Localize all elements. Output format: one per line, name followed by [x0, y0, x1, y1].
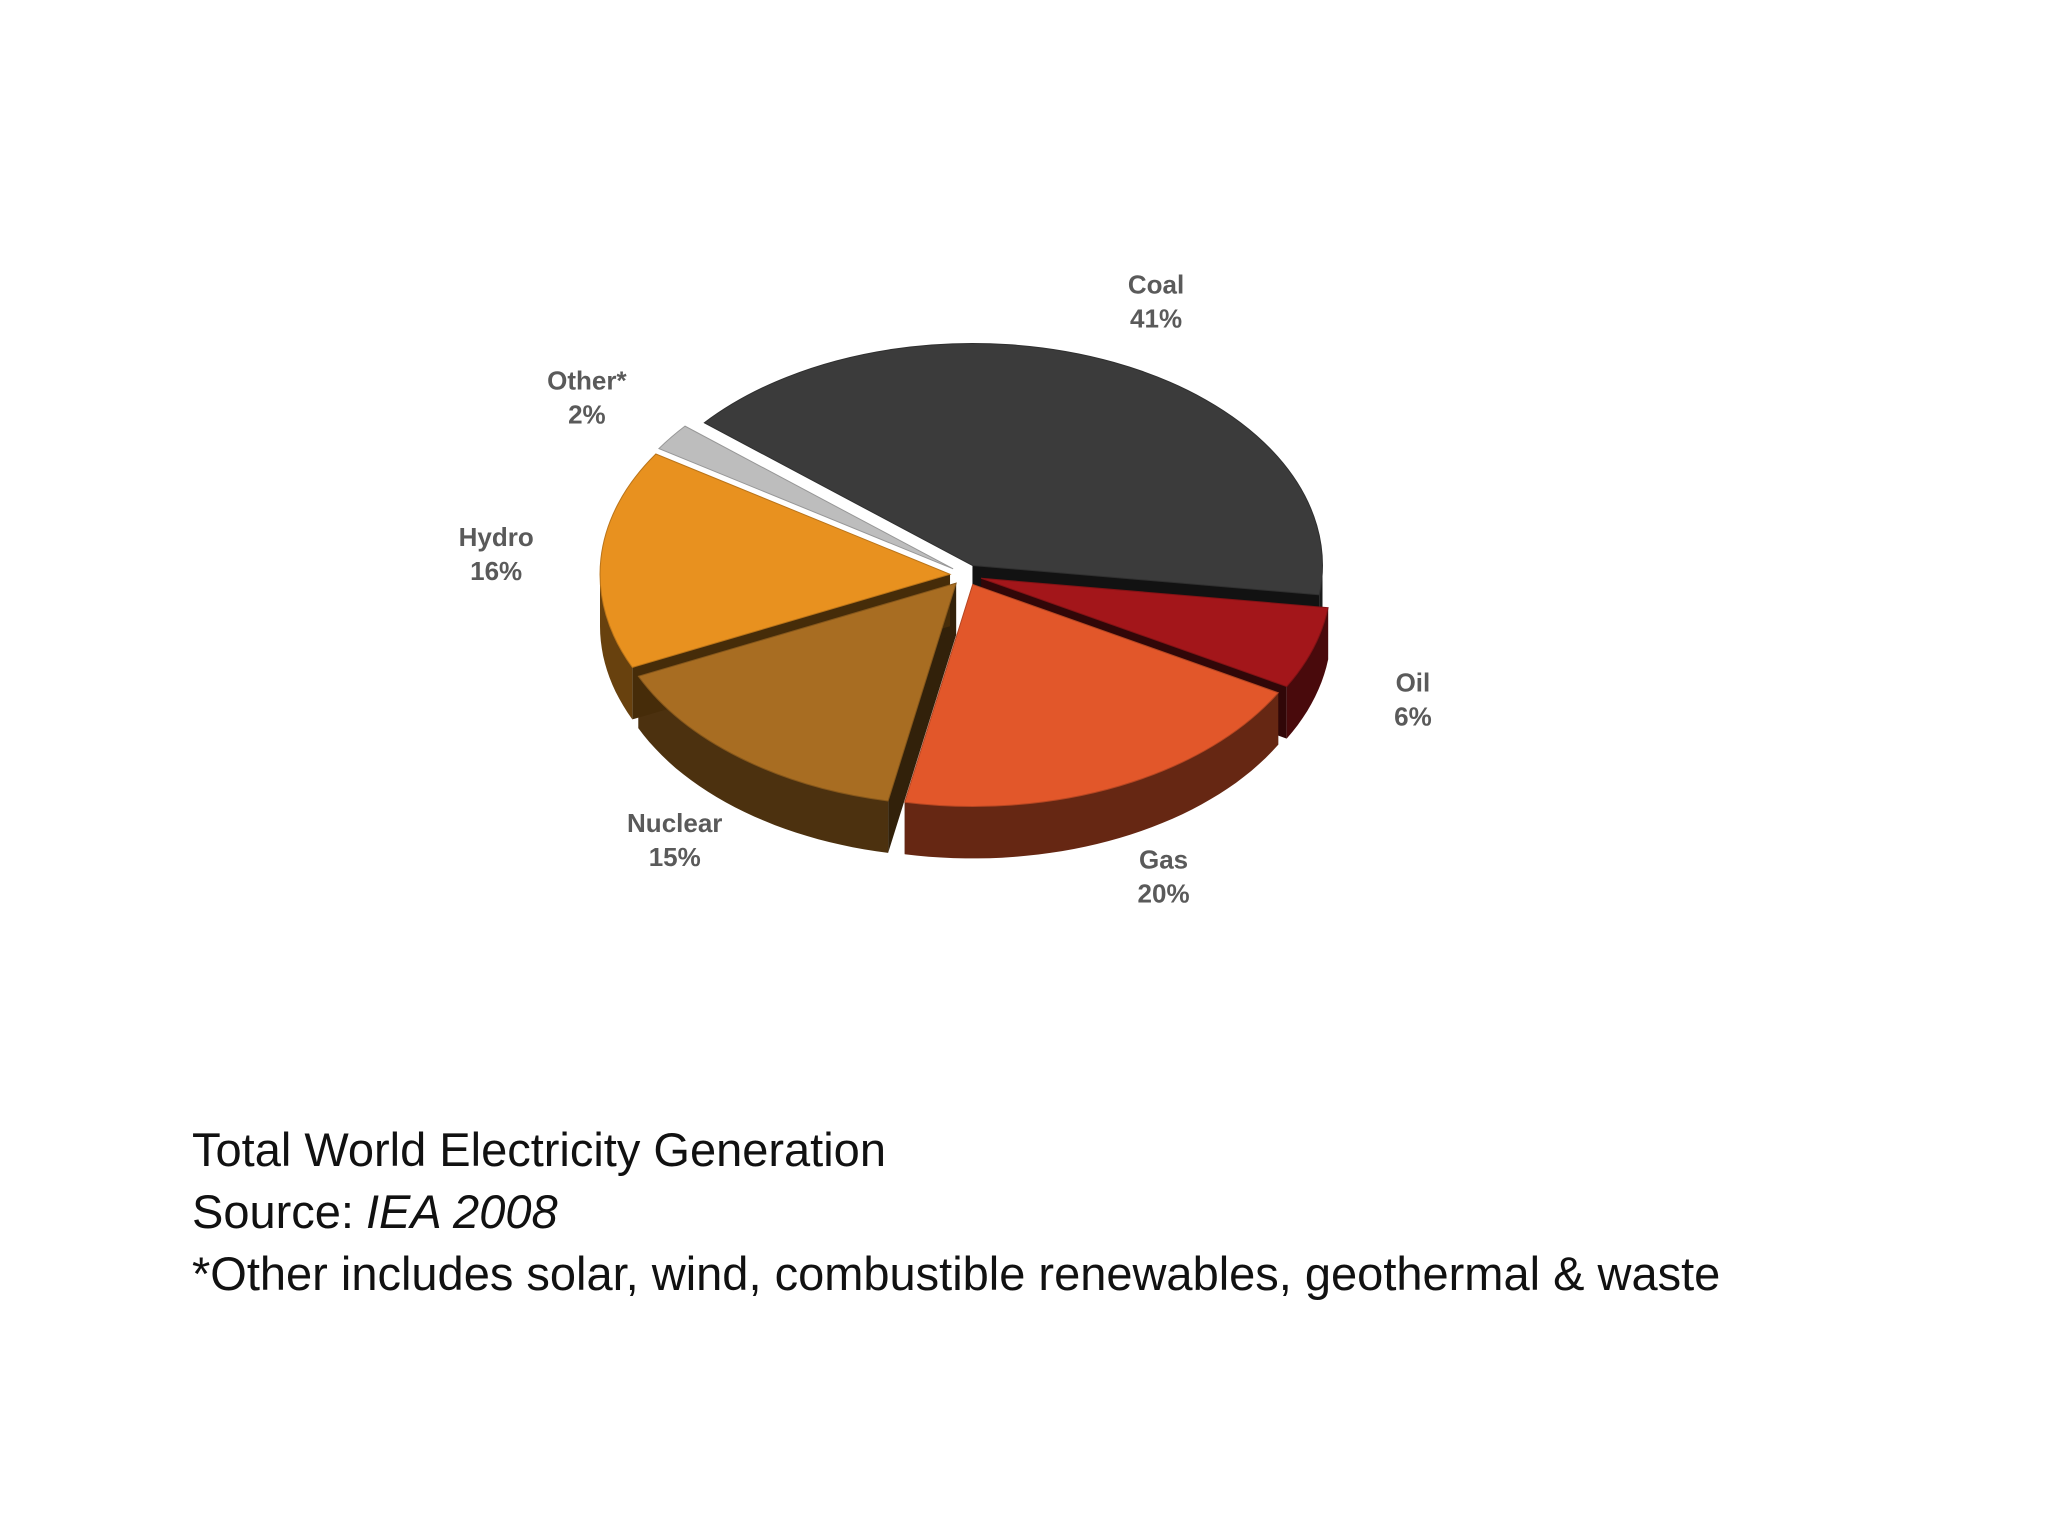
slice: [599, 453, 952, 668]
slice-side: [638, 676, 889, 853]
slice-value-label: 6%: [1394, 701, 1432, 731]
slice: [658, 425, 954, 570]
slice-value-label: 41%: [1130, 303, 1182, 333]
slice-side: [888, 583, 957, 853]
slice-label: Coal: [1128, 269, 1184, 299]
slice-label: Nuclear: [627, 808, 722, 838]
source-label: Source:: [192, 1185, 354, 1238]
slice: [904, 583, 1280, 807]
slice-value-label: 16%: [470, 556, 522, 586]
slice-label: Hydro: [459, 522, 534, 552]
source-line: Source: IEA 2008: [192, 1185, 558, 1238]
slice-label: Gas: [1139, 844, 1188, 874]
source: IEA 2008: [366, 1185, 558, 1238]
note: *Other includes solar, wind, combustible…: [192, 1247, 1720, 1300]
slice-value-label: 20%: [1138, 878, 1190, 908]
slice-side: [904, 692, 1279, 859]
slice-label: Other*: [547, 366, 627, 396]
slice-value-label: 15%: [649, 842, 701, 872]
slice: [703, 343, 1323, 596]
slice-side: [600, 574, 633, 720]
slice: [981, 577, 1329, 688]
slice: [637, 582, 957, 802]
slice-label: Oil: [1396, 667, 1431, 697]
chart-title: Total World Electricity Generation: [192, 1123, 886, 1176]
slice-value-label: 2%: [568, 400, 606, 430]
